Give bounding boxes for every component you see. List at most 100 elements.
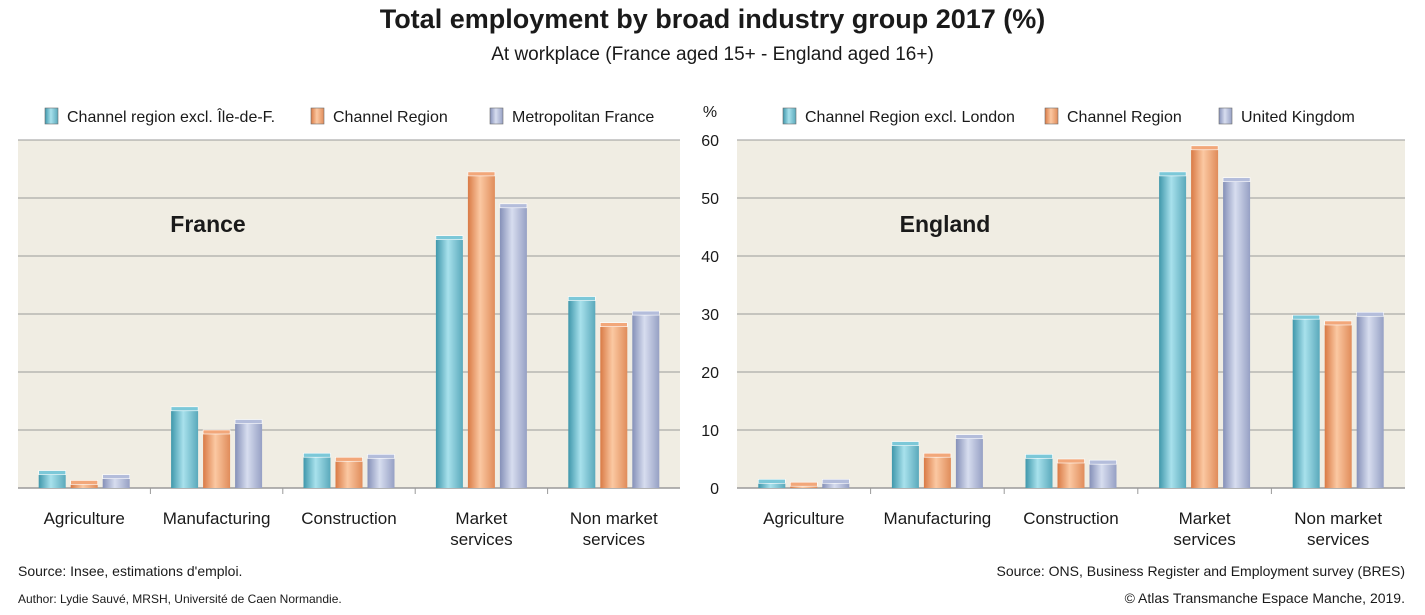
bar bbox=[335, 457, 363, 488]
bar-cap bbox=[1089, 459, 1117, 465]
bar bbox=[499, 203, 527, 489]
bar bbox=[435, 235, 463, 488]
legend-label: Channel Region bbox=[333, 109, 448, 126]
x-tick-label: Manufacturing bbox=[163, 509, 271, 528]
bar-cap bbox=[1222, 177, 1251, 182]
y-tick-label: 50 bbox=[701, 191, 719, 208]
y-tick-label: 0 bbox=[710, 481, 719, 498]
y-tick-label: 20 bbox=[701, 365, 719, 382]
legend-swatch bbox=[782, 107, 797, 125]
panel-label: France bbox=[170, 211, 245, 237]
bar bbox=[171, 406, 199, 488]
y-tick-label: 40 bbox=[701, 249, 719, 266]
legend-label: Channel Region bbox=[1067, 109, 1182, 126]
bar bbox=[822, 479, 850, 488]
bar bbox=[38, 470, 66, 488]
bar-cap bbox=[367, 454, 395, 459]
bar bbox=[1159, 171, 1187, 488]
bar-cap bbox=[631, 310, 660, 316]
x-tick-label: Agriculture bbox=[44, 509, 125, 528]
bar bbox=[303, 453, 331, 488]
legend-label: United Kingdom bbox=[1241, 109, 1355, 126]
bar-cap bbox=[599, 322, 628, 328]
bar-cap bbox=[435, 235, 464, 240]
x-tick-label: Agriculture bbox=[763, 509, 844, 528]
bar bbox=[1292, 315, 1320, 488]
bar bbox=[1223, 177, 1251, 488]
legend-swatch bbox=[1044, 107, 1059, 125]
bar bbox=[367, 454, 395, 488]
bar bbox=[235, 419, 263, 488]
bar-cap bbox=[757, 478, 786, 484]
bar-cap bbox=[499, 203, 528, 209]
bar bbox=[1057, 459, 1085, 488]
bar bbox=[923, 453, 951, 488]
bar bbox=[1324, 320, 1352, 488]
x-tick-label: Market bbox=[455, 509, 507, 528]
legend-swatch bbox=[44, 107, 59, 125]
bar-cap bbox=[38, 470, 67, 475]
bar bbox=[955, 434, 983, 488]
bar-cap bbox=[1324, 320, 1352, 326]
bar-cap bbox=[923, 452, 952, 458]
y-tick-label: 60 bbox=[701, 133, 719, 150]
bar bbox=[758, 479, 786, 488]
bar-cap bbox=[821, 478, 850, 484]
bar-cap bbox=[234, 419, 263, 424]
y-tick-label: 10 bbox=[701, 423, 719, 440]
source-left: Source: Insee, estimations d'emploi. bbox=[18, 563, 243, 579]
x-tick-label: services bbox=[450, 530, 512, 549]
legend-label: Metropolitan France bbox=[512, 109, 654, 126]
legend-swatch bbox=[310, 107, 325, 125]
bar-cap bbox=[955, 434, 984, 439]
bar-cap bbox=[1057, 458, 1085, 464]
legend-label: Channel region excl. Île-de-F. bbox=[67, 107, 275, 126]
x-tick-label: Market bbox=[1179, 509, 1231, 528]
bar-cap bbox=[1158, 171, 1187, 177]
bar-cap bbox=[102, 474, 130, 479]
x-tick-label: Non market bbox=[570, 509, 658, 528]
x-tick-label: Manufacturing bbox=[884, 509, 992, 528]
bar-cap bbox=[1025, 454, 1053, 459]
legend-swatch bbox=[1218, 107, 1233, 125]
bar-cap bbox=[567, 296, 596, 301]
bar bbox=[1356, 312, 1384, 488]
x-tick-label: Construction bbox=[301, 509, 396, 528]
bar-cap bbox=[1292, 314, 1320, 320]
bar bbox=[203, 430, 231, 488]
bar bbox=[1089, 460, 1117, 488]
x-tick-label: Non market bbox=[1294, 509, 1382, 528]
panel-label: England bbox=[900, 211, 991, 237]
legend-label: Channel Region excl. London bbox=[805, 109, 1015, 126]
bar bbox=[600, 322, 628, 488]
bar-cap bbox=[335, 456, 363, 462]
bar-cap bbox=[70, 480, 98, 485]
bar-cap bbox=[1356, 311, 1384, 317]
source-right: Source: ONS, Business Register and Emplo… bbox=[996, 563, 1406, 579]
x-tick-label: services bbox=[583, 530, 645, 549]
bar-cap bbox=[303, 452, 331, 458]
bar bbox=[891, 441, 919, 488]
bar bbox=[1025, 454, 1053, 488]
bar-cap bbox=[891, 441, 920, 446]
bar bbox=[632, 311, 660, 488]
bar-cap bbox=[1190, 145, 1219, 151]
bar-cap bbox=[202, 429, 231, 435]
bar bbox=[568, 296, 596, 488]
bar-cap bbox=[467, 171, 496, 177]
chart-subtitle: At workplace (France aged 15+ - England … bbox=[491, 44, 934, 65]
copyright-note: © Atlas Transmanche Espace Manche, 2019. bbox=[1124, 590, 1405, 606]
y-tick-label: 30 bbox=[701, 307, 719, 324]
bar-cap bbox=[789, 481, 818, 487]
bar bbox=[467, 171, 495, 488]
legend-swatch bbox=[489, 107, 504, 125]
author-note: Author: Lydie Sauvé, MRSH, Université de… bbox=[18, 592, 342, 606]
x-tick-label: Construction bbox=[1023, 509, 1118, 528]
x-tick-label: services bbox=[1307, 530, 1369, 549]
bar bbox=[1191, 145, 1219, 489]
bar-cap bbox=[170, 406, 199, 412]
chart-title: Total employment by broad industry group… bbox=[379, 4, 1046, 34]
y-axis-unit: % bbox=[703, 104, 717, 121]
x-tick-label: services bbox=[1173, 530, 1235, 549]
